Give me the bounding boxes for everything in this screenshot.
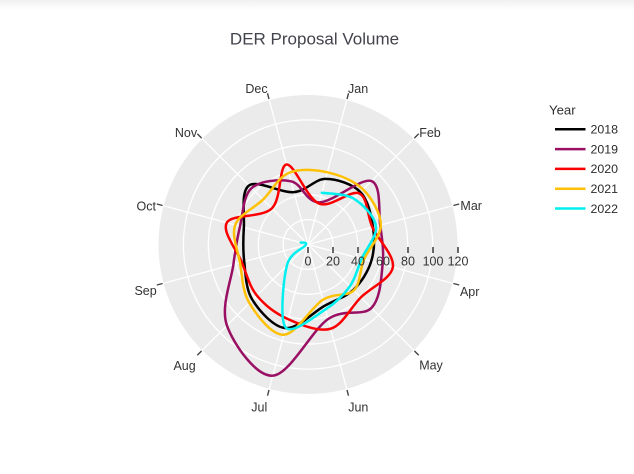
svg-text:May: May xyxy=(419,359,443,373)
svg-text:Jul: Jul xyxy=(251,400,267,414)
svg-text:2019: 2019 xyxy=(591,142,619,156)
svg-text:40: 40 xyxy=(351,255,365,269)
svg-text:80: 80 xyxy=(401,255,415,269)
svg-text:Feb: Feb xyxy=(419,126,441,140)
svg-text:Dec: Dec xyxy=(245,82,267,96)
svg-text:0: 0 xyxy=(305,255,312,269)
svg-text:20: 20 xyxy=(326,255,340,269)
svg-text:Jan: Jan xyxy=(348,82,368,96)
svg-text:Apr: Apr xyxy=(460,285,479,299)
svg-text:Mar: Mar xyxy=(460,199,482,213)
svg-text:2022: 2022 xyxy=(591,202,619,216)
svg-text:60: 60 xyxy=(376,255,390,269)
svg-text:Year: Year xyxy=(549,103,576,118)
svg-text:120: 120 xyxy=(448,255,469,269)
svg-text:DER Proposal Volume: DER Proposal Volume xyxy=(230,30,399,49)
svg-text:Nov: Nov xyxy=(175,126,198,140)
svg-text:2021: 2021 xyxy=(591,182,619,196)
svg-text:2018: 2018 xyxy=(591,123,619,137)
svg-text:Aug: Aug xyxy=(173,359,195,373)
svg-text:Sep: Sep xyxy=(134,284,156,298)
svg-text:Jun: Jun xyxy=(348,401,368,415)
svg-text:2020: 2020 xyxy=(591,162,619,176)
svg-text:Oct: Oct xyxy=(136,199,156,213)
svg-text:100: 100 xyxy=(423,255,444,269)
